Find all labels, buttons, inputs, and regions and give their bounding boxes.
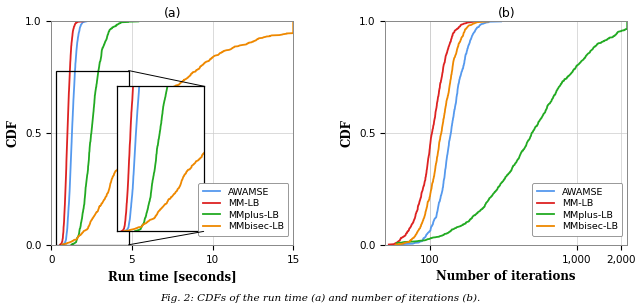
AWAMSE [72, 50, 80, 54]
MMplus-LB [98, 50, 106, 54]
MM-LB [438, 73, 446, 77]
MM-LB [67, 50, 75, 54]
AWAMSE [452, 101, 460, 104]
MMplus-LB [76, 229, 83, 233]
MM-LB [471, 20, 479, 23]
MMbisec-LB [80, 229, 88, 233]
MMbisec-LB [58, 243, 66, 246]
AWAMSE [71, 73, 79, 77]
Legend: AWAMSE, MM-LB, MMplus-LB, MMbisec-LB: AWAMSE, MM-LB, MMplus-LB, MMbisec-LB [198, 183, 289, 236]
Line: MM-LB: MM-LB [60, 21, 83, 244]
MMplus-LB [68, 243, 76, 246]
AWAMSE [69, 113, 77, 117]
MMbisec-LB [159, 101, 166, 104]
MMbisec-LB [289, 20, 297, 23]
MM-LB [56, 243, 64, 246]
MMplus-LB [547, 101, 554, 104]
X-axis label: Number of iterations: Number of iterations [436, 270, 576, 283]
MMplus-LB [134, 20, 142, 23]
Title: (a): (a) [163, 7, 181, 20]
Line: MM-LB: MM-LB [389, 21, 475, 244]
MMbisec-LB [392, 243, 399, 246]
MMbisec-LB [442, 101, 450, 104]
MMplus-LB [393, 243, 401, 246]
MMbisec-LB [154, 107, 162, 111]
MMplus-LB [586, 50, 594, 54]
MMbisec-LB [150, 113, 158, 117]
MMbisec-LB [218, 50, 225, 54]
AWAMSE [451, 107, 458, 111]
Y-axis label: CDF: CDF [340, 119, 353, 147]
Text: Fig. 2: CDFs of the run time (a) and number of iterations (b).: Fig. 2: CDFs of the run time (a) and num… [160, 294, 480, 303]
MMbisec-LB [440, 113, 448, 117]
MMplus-LB [447, 229, 454, 233]
AWAMSE [63, 229, 71, 233]
Line: MMbisec-LB: MMbisec-LB [62, 21, 293, 244]
MM-LB [404, 229, 412, 233]
MM-LB [64, 113, 72, 117]
MM-LB [433, 107, 440, 111]
MMbisec-LB [485, 20, 493, 23]
MM-LB [444, 50, 451, 54]
MMplus-LB [94, 73, 102, 77]
AWAMSE [397, 243, 405, 246]
MM-LB [60, 229, 67, 233]
AWAMSE [463, 50, 470, 54]
AWAMSE [83, 20, 90, 23]
Y-axis label: CDF: CDF [6, 119, 19, 147]
Bar [56, 71, 129, 245]
MMbisec-LB [447, 73, 455, 77]
MM-LB [66, 73, 74, 77]
AWAMSE [69, 107, 77, 111]
MMbisec-LB [414, 229, 422, 233]
MM-LB [385, 243, 393, 246]
MMplus-LB [539, 113, 547, 117]
Line: AWAMSE: AWAMSE [63, 21, 86, 244]
AWAMSE [497, 20, 505, 23]
Legend: AWAMSE, MM-LB, MMplus-LB, MMbisec-LB: AWAMSE, MM-LB, MMplus-LB, MMbisec-LB [532, 183, 623, 236]
MMplus-LB [90, 107, 97, 111]
MMplus-LB [543, 107, 550, 111]
MMplus-LB [90, 101, 98, 104]
MMplus-LB [566, 73, 573, 77]
AWAMSE [450, 113, 458, 117]
AWAMSE [70, 101, 77, 104]
MM-LB [65, 107, 72, 111]
AWAMSE [457, 73, 465, 77]
AWAMSE [426, 229, 434, 233]
MMplus-LB [623, 20, 631, 23]
X-axis label: Run time [seconds]: Run time [seconds] [108, 270, 237, 283]
MM-LB [433, 101, 441, 104]
MMbisec-LB [187, 73, 195, 77]
Line: MMplus-LB: MMplus-LB [72, 21, 138, 244]
MMbisec-LB [442, 107, 449, 111]
AWAMSE [60, 243, 67, 246]
Title: (b): (b) [497, 7, 515, 20]
MM-LB [65, 101, 72, 104]
MM-LB [431, 113, 439, 117]
MM-LB [79, 20, 86, 23]
Line: MMplus-LB: MMplus-LB [397, 21, 627, 244]
MMbisec-LB [452, 50, 460, 54]
MMplus-LB [90, 113, 97, 117]
Line: MMbisec-LB: MMbisec-LB [396, 21, 489, 244]
Line: AWAMSE: AWAMSE [401, 21, 501, 244]
